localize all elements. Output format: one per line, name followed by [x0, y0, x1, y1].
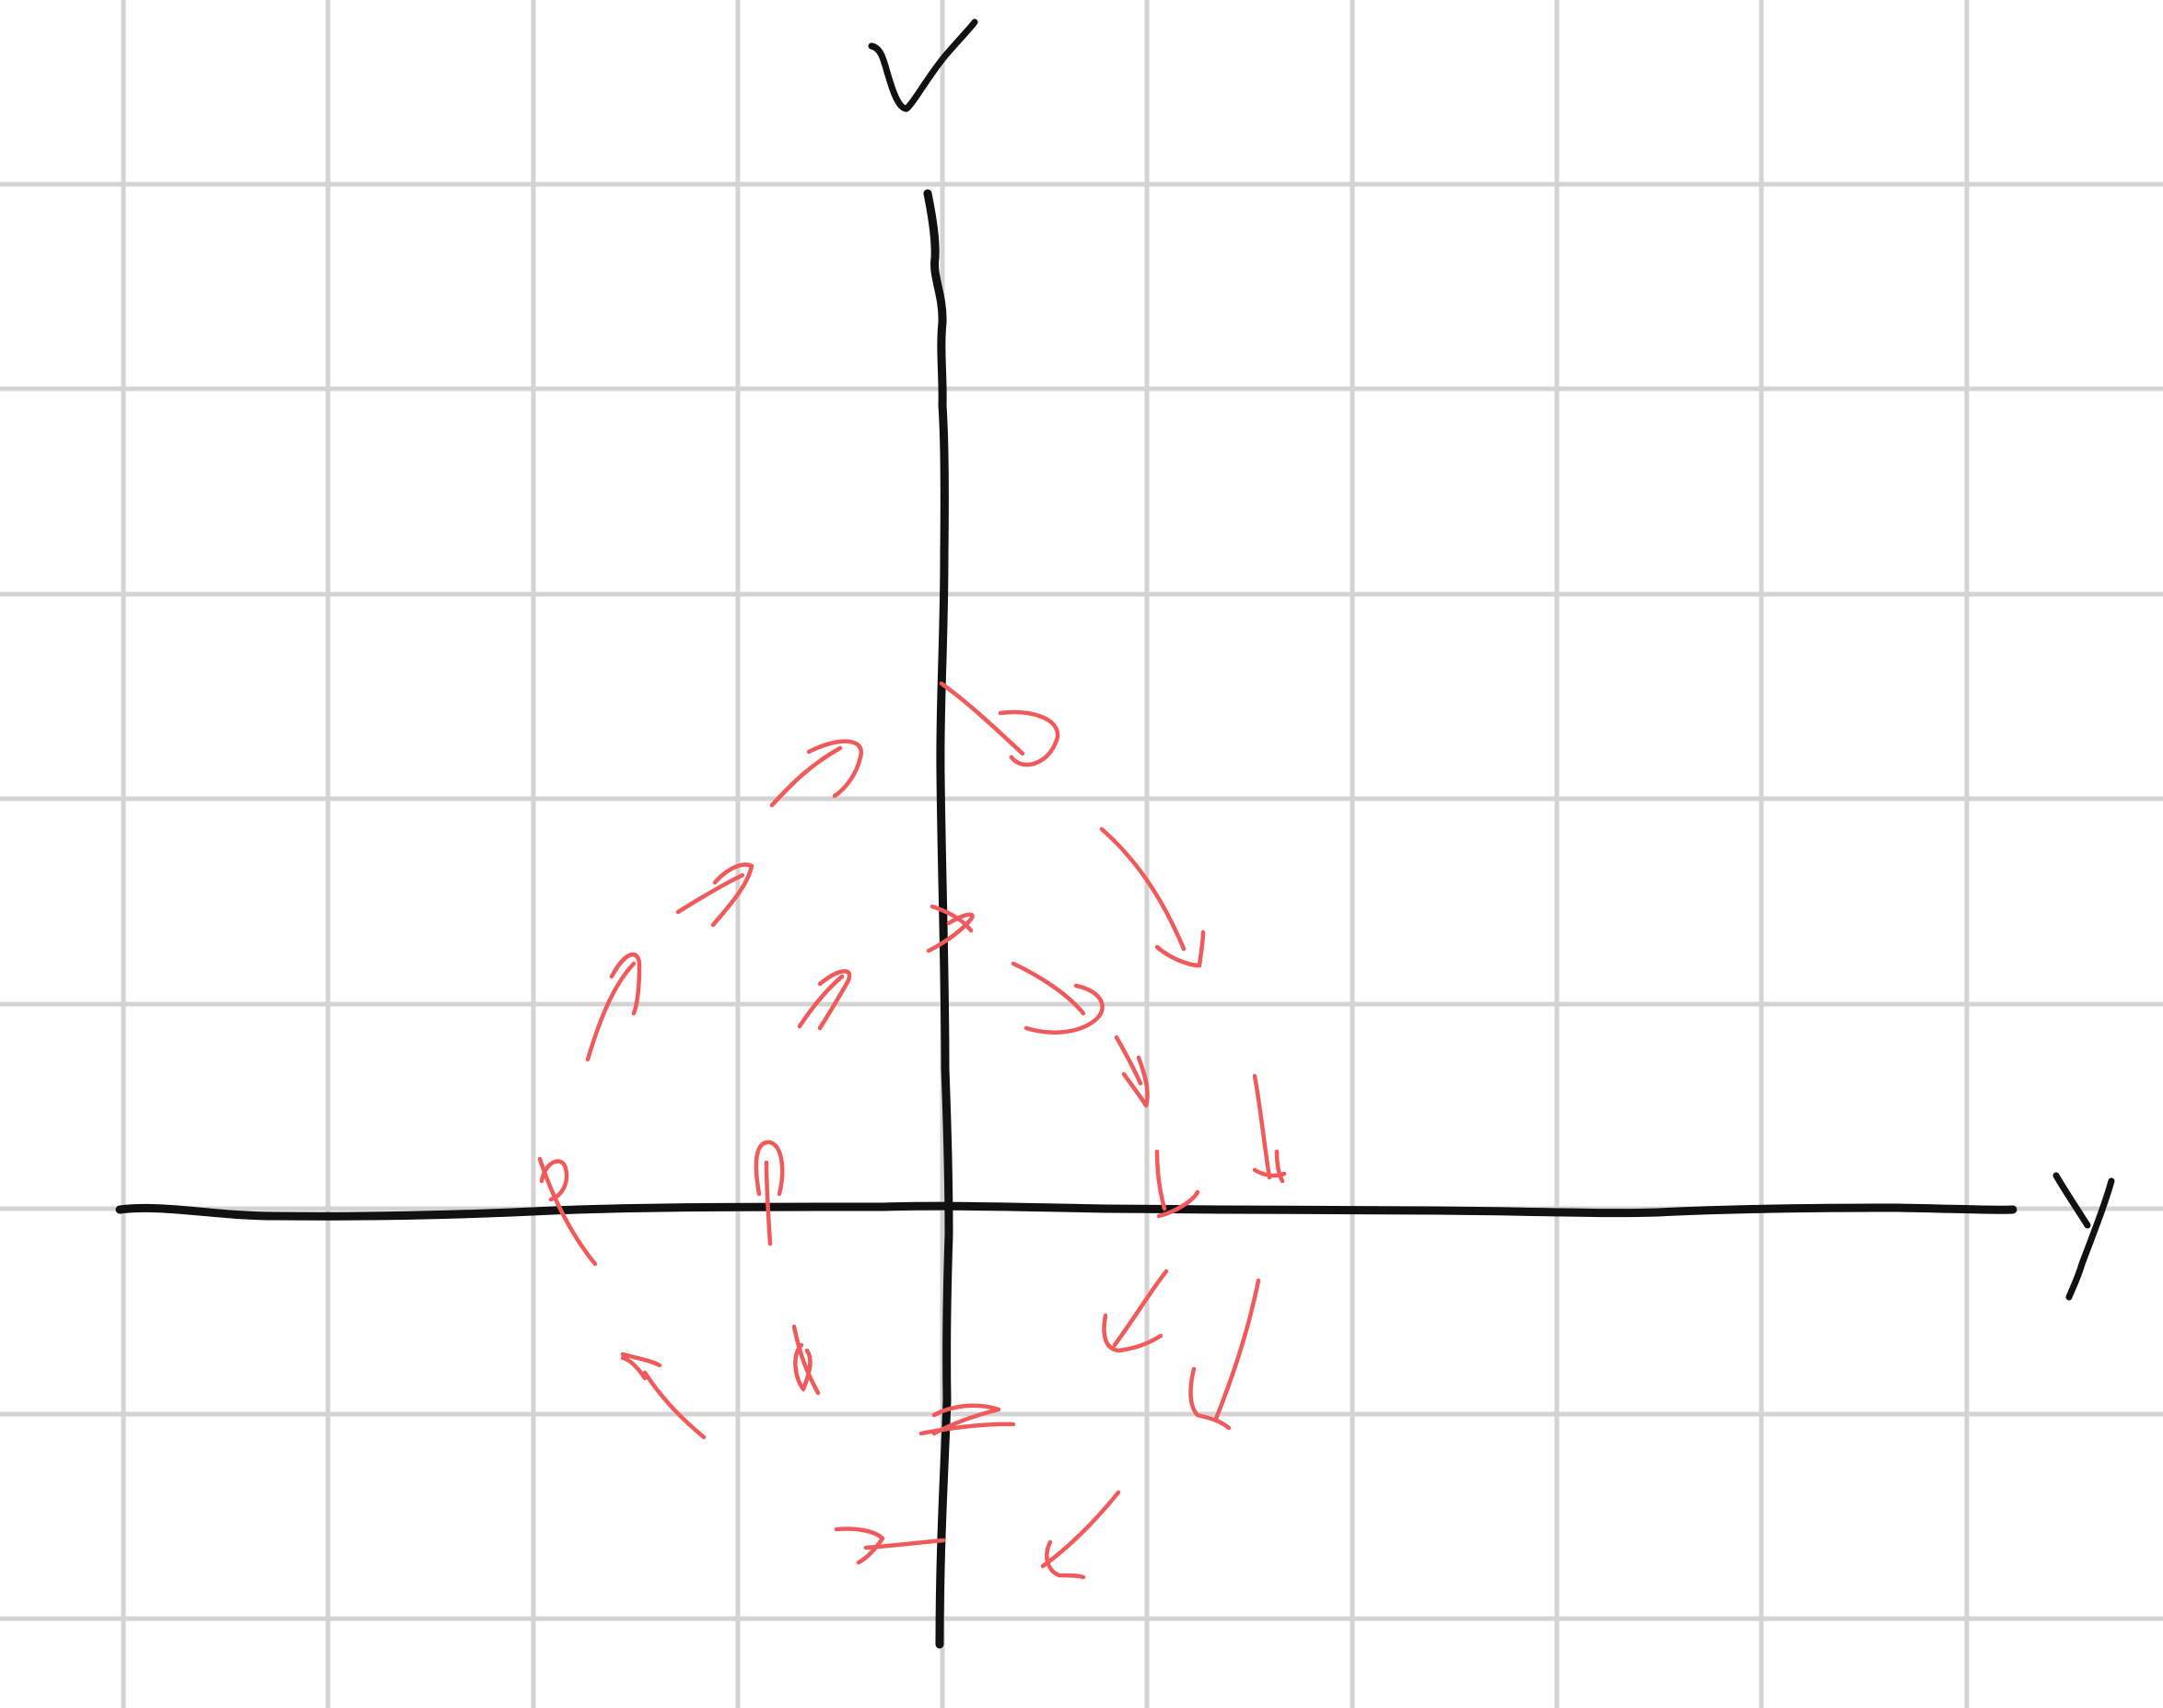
vector-arrow: [1011, 961, 1105, 1035]
vector-arrow: [797, 969, 852, 1031]
vector-arrow: [1102, 1269, 1169, 1353]
vector-arrow: [1252, 1073, 1287, 1184]
vector-arrow: [585, 952, 642, 1062]
vector-arrow: [754, 1140, 785, 1246]
vector-arrow: [1040, 1490, 1121, 1580]
vertical-axis-label: V: [921, 73, 922, 75]
horizontal-axis-label-glyph: [2052, 1172, 2115, 1301]
vector-arrow: [926, 904, 975, 953]
vector-arrow: [1114, 1035, 1150, 1108]
vector-arrow: [1188, 1278, 1261, 1431]
vector-arrow: [769, 739, 863, 808]
vector-field-arrows: [537, 681, 1287, 1580]
horizontal-axis: [115, 1201, 2017, 1221]
vector-arrow: [620, 1351, 707, 1440]
vector-arrow: [1154, 1149, 1200, 1219]
vector-arrow: [834, 1527, 946, 1565]
vector-arrow: [675, 862, 754, 928]
axes: V Y: [115, 18, 2115, 1649]
vector-arrow: [1099, 826, 1206, 968]
vector-arrow: [939, 681, 1060, 767]
vector-arrow: [537, 1156, 598, 1267]
vector-arrow: [791, 1324, 821, 1396]
vertical-axis-label-glyph: [868, 18, 978, 112]
vector-arrow: [918, 1403, 1016, 1436]
vertical-axis: [923, 189, 953, 1649]
